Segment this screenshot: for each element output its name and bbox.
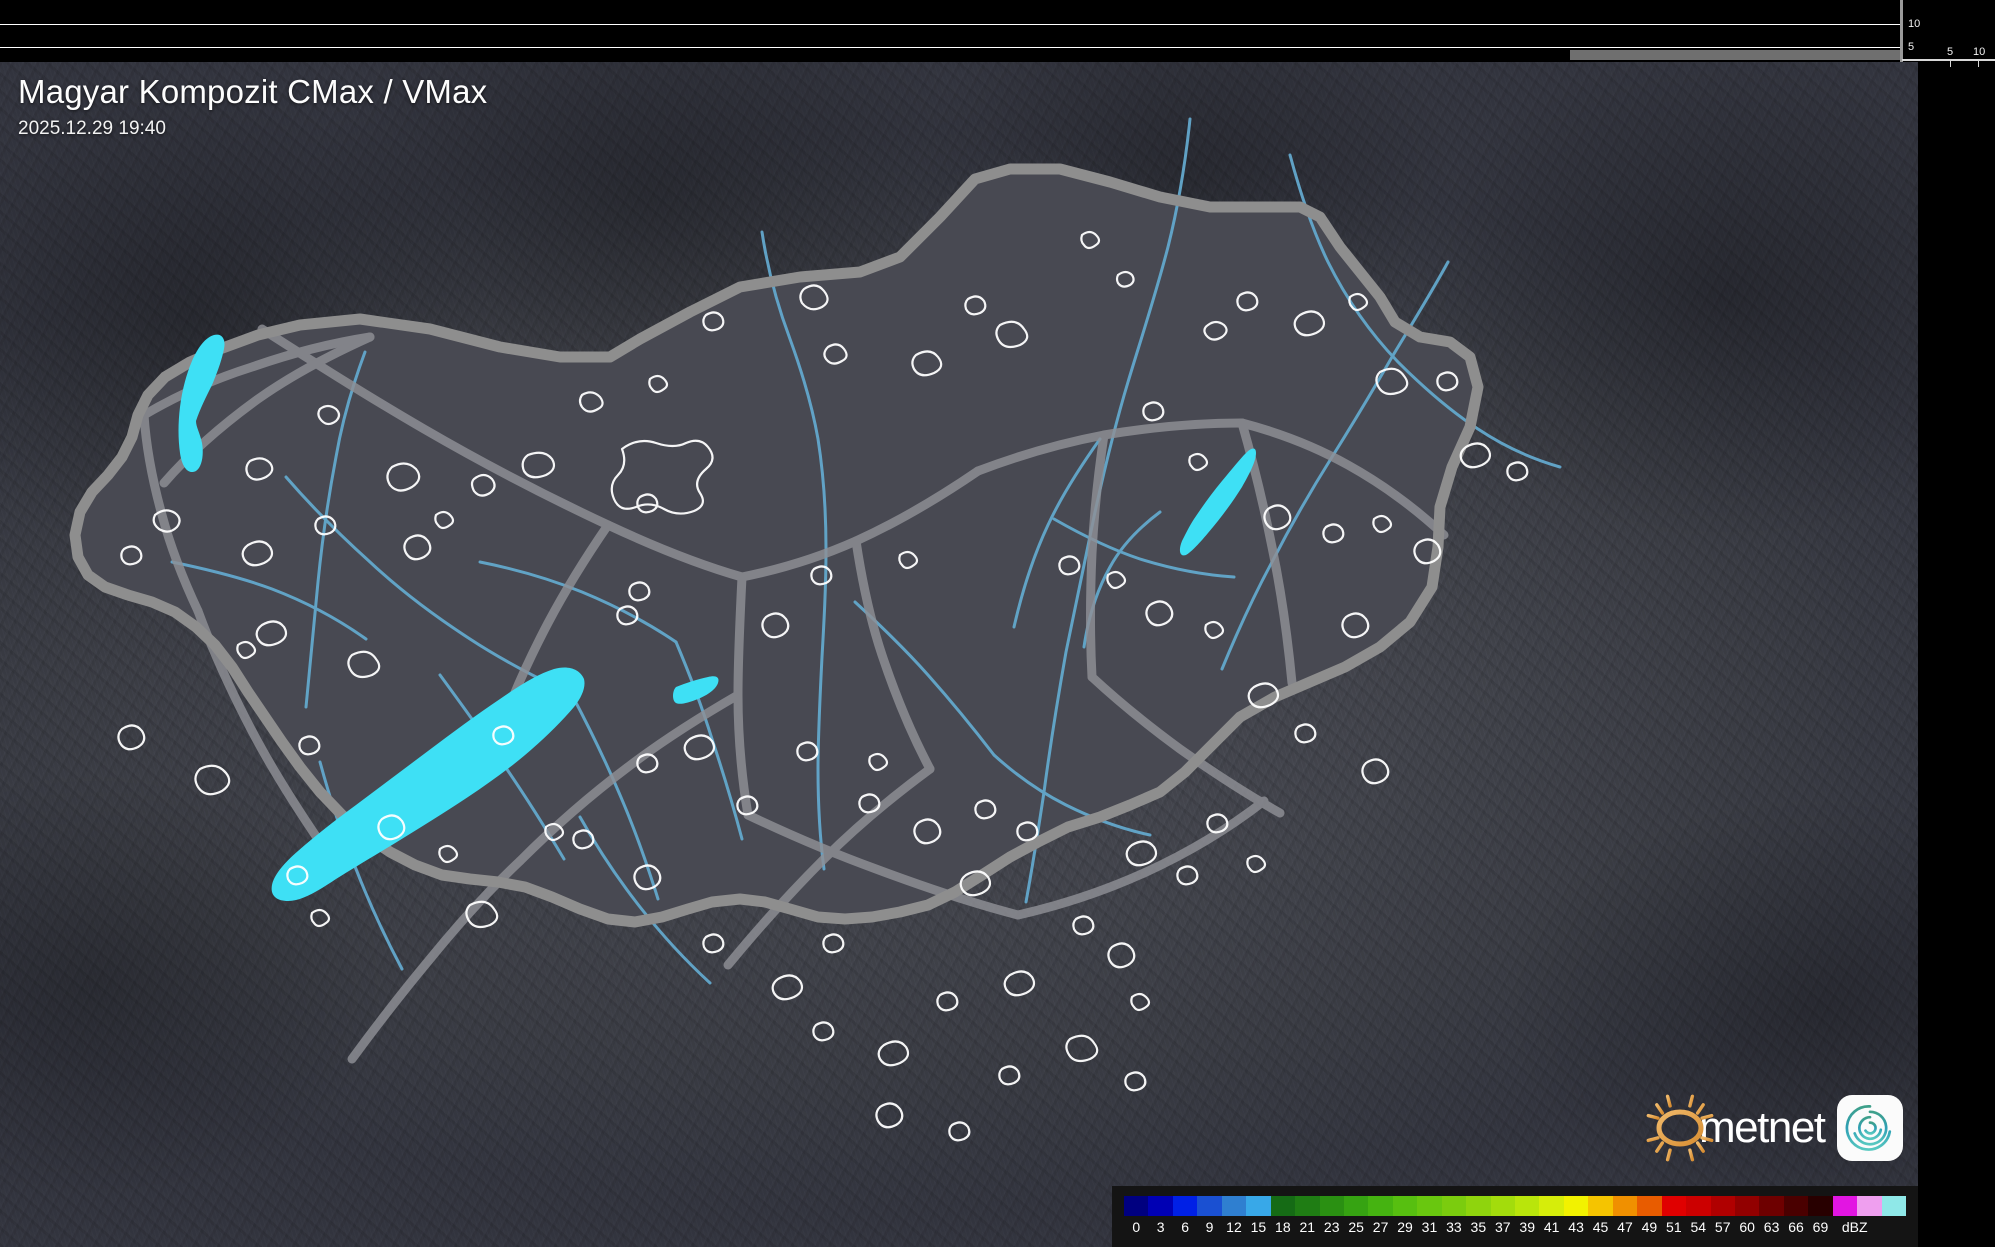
- map-canvas[interactable]: [0, 57, 1918, 1247]
- colorbar-swatch: [1710, 1196, 1735, 1216]
- colorbar-swatch: [1612, 1196, 1638, 1216]
- colorbar-swatch: [1441, 1196, 1467, 1216]
- x-axis-label-5: 5: [1947, 46, 1954, 58]
- colorbar-tick: 43: [1568, 1219, 1584, 1235]
- colorbar-swatch: [1515, 1196, 1540, 1216]
- colorbar-tick: 18: [1275, 1219, 1291, 1235]
- colorbar-tick: 60: [1739, 1219, 1755, 1235]
- colorbar-tick: 25: [1348, 1219, 1364, 1235]
- colorbar-tick-labels: 0 3 6 9 12 15 18 21 23 25 27 29 31 33 35 37 39 41 43 45 47 49…: [1112, 1219, 1918, 1239]
- colorbar-swatch: [1661, 1196, 1687, 1216]
- colorbar-swatch: [1637, 1196, 1662, 1216]
- x-axis-spine: [1902, 59, 1995, 61]
- y-axis-label-5: 5: [1908, 41, 1915, 53]
- colorbar-swatch: [1857, 1196, 1882, 1216]
- colorbar-swatch: [1490, 1196, 1515, 1216]
- x-axis-label-10: 10: [1973, 46, 1986, 58]
- y-axis-spine: [1900, 0, 1903, 62]
- colorbar-tick: 54: [1690, 1219, 1707, 1235]
- colorbar-swatch: [1197, 1196, 1222, 1216]
- sun-icon: [1643, 1091, 1717, 1165]
- metnet-logo[interactable]: metnet: [1643, 1088, 1903, 1168]
- outside-dim-layer: [0, 57, 1918, 1247]
- y-axis-label-10: 10: [1908, 18, 1921, 30]
- colorbar-tick: 66: [1788, 1219, 1804, 1235]
- x-tick-10: [1978, 61, 1979, 67]
- colorbar-swatch: [1588, 1196, 1613, 1216]
- gridline-5: [0, 47, 1900, 48]
- colorbar-tick: 47: [1617, 1219, 1633, 1235]
- colorbar-swatch: [1759, 1196, 1784, 1216]
- colorbar-tick: 69: [1812, 1219, 1829, 1235]
- colorbar-swatch: [1148, 1196, 1173, 1216]
- colorbar-tick: 27: [1372, 1219, 1389, 1235]
- colorbar-tick: 29: [1397, 1219, 1413, 1235]
- brand-wordmark: metnet: [1699, 1103, 1826, 1152]
- colorbar-swatch: [1124, 1196, 1149, 1216]
- colorbar-tick: 51: [1666, 1219, 1682, 1235]
- colorbar-tick: 12: [1226, 1219, 1242, 1235]
- page-title: Magyar Kompozit CMax / VMax: [18, 73, 488, 110]
- colorbar-tick: 23: [1323, 1219, 1340, 1235]
- colorbar-swatch: [1295, 1196, 1320, 1216]
- colorbar-swatch: [1417, 1196, 1442, 1216]
- colorbar-unit-label: dBZ: [1841, 1219, 1868, 1235]
- colorbar-gradient-strip: [1124, 1196, 1906, 1216]
- colorbar-swatch: [1368, 1196, 1393, 1216]
- colorbar-tick: 3: [1156, 1219, 1165, 1235]
- colorbar-tick: 63: [1763, 1219, 1780, 1235]
- colorbar-swatch: [1563, 1196, 1589, 1216]
- colorbar-tick: 15: [1250, 1219, 1267, 1235]
- colorbar-swatch: [1172, 1196, 1198, 1216]
- colorbar-tick: 45: [1592, 1219, 1609, 1235]
- colorbar-swatch: [1221, 1196, 1247, 1216]
- colorbar-tick: 9: [1205, 1219, 1214, 1235]
- settlement-outlines-layer: [117, 230, 1529, 1142]
- x-tick-5: [1950, 61, 1951, 67]
- map-vector-layer: [0, 57, 1918, 1247]
- colorbar-tick: 57: [1714, 1219, 1731, 1235]
- colorbar-swatch: [1539, 1196, 1564, 1216]
- colorbar-tick: 21: [1299, 1219, 1316, 1235]
- colorbar-swatch: [1686, 1196, 1711, 1216]
- colorbar-swatch: [1270, 1196, 1296, 1216]
- colorbar-tick: 37: [1494, 1219, 1511, 1235]
- colorbar-swatch: [1246, 1196, 1271, 1216]
- spiral-app-icon[interactable]: [1836, 1095, 1903, 1161]
- chart-grey-bar: [1570, 50, 1900, 60]
- timestamp-label: 2025.12.29 19:40: [18, 118, 166, 139]
- colorbar-swatch: [1783, 1196, 1809, 1216]
- gridline-10: [0, 24, 1900, 25]
- country-border: [69, 163, 1484, 928]
- colorbar-tick: 41: [1543, 1219, 1560, 1235]
- right-black-margin: [1918, 57, 1995, 1247]
- colorbar-swatch: [1466, 1196, 1491, 1216]
- colorbar-tick: 0: [1132, 1219, 1141, 1235]
- top-chart-strip: 10 5 5 10: [0, 0, 1995, 67]
- colorbar-swatch: [1392, 1196, 1418, 1216]
- colorbar-tick: 33: [1446, 1219, 1462, 1235]
- colorbar-swatch: [1734, 1196, 1760, 1216]
- colorbar-swatch: [1808, 1196, 1833, 1216]
- colorbar-tick: 39: [1519, 1219, 1536, 1235]
- colorbar-swatch: [1319, 1196, 1344, 1216]
- colorbar-tick: 31: [1421, 1219, 1438, 1235]
- colorbar-swatch: [1881, 1196, 1906, 1216]
- colorbar-tick: 6: [1181, 1219, 1189, 1235]
- colorbar-swatch: [1832, 1196, 1858, 1216]
- colorbar-swatch: [1343, 1196, 1369, 1216]
- dbz-colorbar[interactable]: 0 3 6 9 12 15 18 21 23 25 27 29 31 33 35 37 39 41 43 45 47 49…: [1112, 1186, 1918, 1247]
- title-block: Magyar Kompozit CMax / VMax 2025.12.29 1…: [18, 72, 487, 142]
- colorbar-tick: 35: [1470, 1219, 1487, 1235]
- colorbar-tick: 49: [1641, 1219, 1658, 1235]
